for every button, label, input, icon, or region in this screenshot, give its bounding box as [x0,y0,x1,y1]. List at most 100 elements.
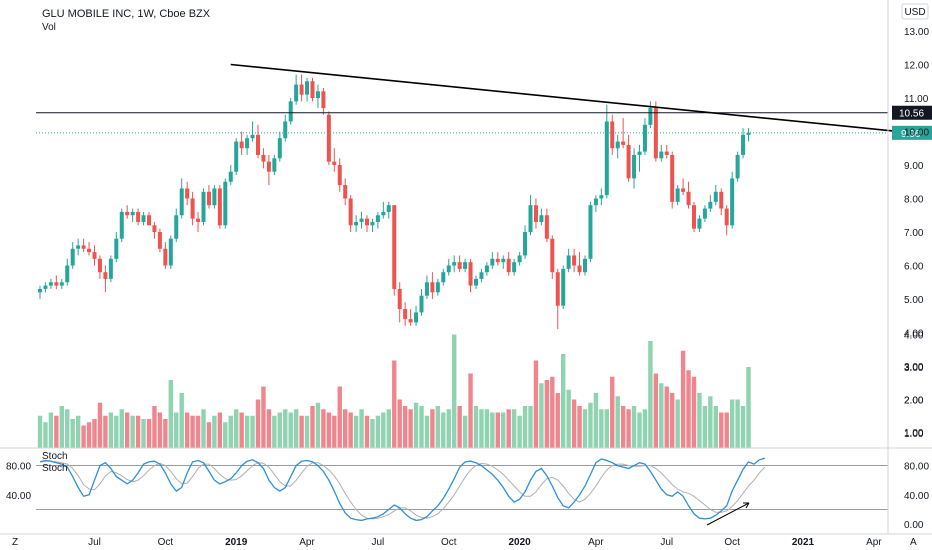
volume-bar [255,399,261,449]
candle-body [561,268,566,306]
volume-bars [37,334,751,449]
volume-bar [348,412,353,449]
candle-body [103,272,108,279]
candle-body [185,188,190,199]
candle-body [48,282,53,286]
candle-body [348,198,353,226]
volume-bar [103,415,108,449]
volume-tick-label: 3.00 [904,363,924,374]
price-tick-label: 7.00 [904,228,924,239]
volume-bar [190,415,195,449]
candle-body [283,121,288,139]
candle-body [746,132,751,135]
volume-bar [642,409,648,449]
volume-bar [201,409,206,449]
candle-body [566,255,571,269]
auto-scale-button[interactable]: A [910,537,917,548]
candle-body [365,218,369,226]
volume-bar [686,370,691,449]
volume-bar [37,415,43,449]
candle-body [468,262,473,286]
candle-body [147,215,151,226]
candle-body [648,108,653,125]
candle-body [81,245,86,249]
time-tick-label: Jul [88,537,101,548]
candle-body [713,191,718,202]
candle-body [435,282,440,293]
candle-body [130,211,135,216]
volume-bar [577,406,582,449]
volume-bar [402,406,408,449]
volume-bar [114,415,119,449]
volume-bar [729,399,735,449]
volume-bar [108,412,114,449]
volume-tick-label: 4.00 [904,331,924,342]
candle-body [484,265,489,273]
volume-bar [59,406,64,449]
volume-bar [212,415,217,449]
volume-bar [397,399,402,449]
price-tick-label: 13.00 [904,27,929,38]
volume-bar [130,415,135,449]
volume-bar [522,406,528,449]
volume-bar [326,412,332,449]
volume-bar [452,334,457,449]
volume-bar [550,376,555,449]
candle-body [343,185,348,199]
time-tick-label: 2021 [792,537,815,548]
candle-body [441,272,446,283]
volume-tick-label: 1.00 [904,428,924,439]
volume-bar [702,406,708,449]
volume-bar [195,415,201,449]
time-tick-label: Apr [299,537,315,548]
price-tick-label: 5.00 [904,295,924,306]
candle-body [386,205,391,212]
candle-body [681,188,686,192]
volume-bar [501,412,506,449]
annotation-arrowhead [743,502,750,509]
candle-body [512,262,517,273]
time-tick-label: Jul [372,537,385,548]
time-tick-label: Jul [660,537,673,548]
candle-body [321,91,326,109]
volume-bar [424,415,430,449]
candle-body [157,232,162,249]
volume-bar [157,412,163,449]
candle-body [490,258,495,266]
volume-bar [261,386,266,449]
price-tick-label: 10.00 [904,128,929,139]
current-price-label: 9.96 [901,129,921,140]
volume-bar [364,415,370,449]
time-tick-label: Oct [441,537,457,548]
candle-body [59,282,64,286]
volume-bar [266,409,272,449]
candle-body [97,258,102,273]
candle-body [577,265,582,273]
zoom-button[interactable]: Z [12,537,18,548]
volume-bar [539,383,544,449]
stoch-tick-label: 0.00 [904,520,924,531]
candle-body [217,188,222,226]
volume-bar [724,412,729,449]
price-tick-label: 12.00 [904,61,929,72]
volume-bar [168,380,173,449]
volume-bar [495,412,500,449]
candle-body [277,138,282,159]
time-tick-label: Apr [588,537,604,548]
volume-bar [719,412,724,449]
volume-bar [610,376,615,449]
candle-body [163,248,168,266]
candle-body [632,154,637,179]
time-tick-label: 2019 [225,537,248,548]
candle-body [70,248,75,266]
volume-bar [43,422,48,449]
candle-body [730,178,735,226]
candle-body [523,232,528,256]
currency-button[interactable]: USD [901,3,929,20]
volume-bar [664,386,669,449]
volume-bar [86,422,92,449]
volume-bar [435,406,441,449]
